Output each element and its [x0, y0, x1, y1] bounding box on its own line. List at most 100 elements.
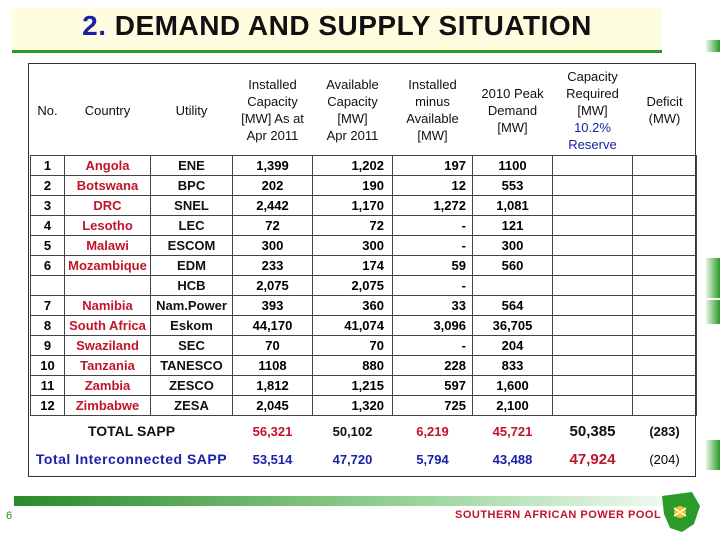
total-sapp-peak: 45,721	[492, 423, 533, 439]
row-country: Namibia	[64, 295, 151, 316]
row-capacity-required	[552, 355, 633, 376]
page-number: 6	[6, 510, 13, 522]
row-peak: 1100	[472, 155, 553, 176]
row-peak: 2,100	[472, 395, 553, 416]
title-number: 2.	[82, 10, 107, 41]
total-sapp-label: TOTAL SAPP	[87, 423, 176, 439]
table-row: 1 Angola ENE 1,399 1,202 197 1100	[30, 155, 697, 176]
row-deficit	[632, 175, 697, 196]
row-country: Swaziland	[64, 335, 151, 356]
table-row: 12 Zimbabwe ZESA 2,045 1,320 725 2,100	[30, 395, 697, 416]
row-peak: 300	[472, 235, 553, 256]
footer-org-name: SOUTHERN AFRICAN POWER POOL	[455, 509, 662, 521]
table-row: 6 Mozambique EDM 233 174 59 560	[30, 255, 697, 276]
row-available: 2,075	[312, 275, 393, 296]
row-available: 300	[312, 235, 393, 256]
row-deficit	[632, 335, 697, 356]
row-inst-minus: 33	[392, 295, 473, 316]
table-row: HCB 2,075 2,075-	[30, 275, 697, 296]
row-utility: ZESA	[150, 395, 233, 416]
total-interconnected-inst-minus: 5,794	[416, 451, 449, 467]
row-utility: TANESCO	[150, 355, 233, 376]
header-country: Country	[84, 102, 131, 118]
total-sapp-installed: 56,321	[252, 423, 293, 439]
row-country: Botswana	[64, 175, 151, 196]
row-no: 1	[30, 155, 65, 176]
row-inst-minus: 228	[392, 355, 473, 376]
title-text: DEMAND AND SUPPLY SITUATION	[114, 10, 592, 41]
row-available: 1,202	[312, 155, 393, 176]
row-utility: Eskom	[150, 315, 233, 336]
row-available: 1,170	[312, 195, 393, 216]
table-row: 7 Namibia Nam.Power 393 360 33 564	[30, 295, 697, 316]
total-interconnected-label: Total Interconnected SAPP	[35, 451, 228, 467]
row-capacity-required	[552, 295, 633, 316]
row-utility: LEC	[150, 215, 233, 236]
row-installed: 300	[232, 235, 313, 256]
header-capacity-required: Capacity Required [MW] 10.2% Reserve	[566, 68, 619, 152]
row-utility: SNEL	[150, 195, 233, 216]
row-installed: 202	[232, 175, 313, 196]
row-country: Tanzania	[64, 355, 151, 376]
total-interconnected-capacity-required: 47,924	[569, 450, 616, 468]
decorative-stripe	[706, 258, 720, 298]
row-peak	[472, 275, 553, 296]
row-country: South Africa	[64, 315, 151, 336]
row-available: 72	[312, 215, 393, 236]
row-no: 4	[30, 215, 65, 236]
row-peak: 121	[472, 215, 553, 236]
row-country: Lesotho	[64, 215, 151, 236]
total-sapp-deficit: (283)	[649, 423, 680, 439]
row-available: 1,320	[312, 395, 393, 416]
row-utility: EDM	[150, 255, 233, 276]
row-inst-minus: 597	[392, 375, 473, 396]
row-utility: HCB	[150, 275, 233, 296]
row-no: 9	[30, 335, 65, 356]
row-inst-minus: 197	[392, 155, 473, 176]
decorative-stripe	[706, 40, 720, 52]
header-utility: Utility	[175, 102, 208, 118]
total-interconnected-row: Total Interconnected SAPP 53,514 47,720 …	[31, 446, 697, 472]
demand-supply-table: No. Country Utility Installed Capacity […	[30, 65, 697, 472]
title-banner: 2. DEMAND AND SUPPLY SITUATION	[12, 8, 662, 53]
row-installed: 233	[232, 255, 313, 276]
row-utility: SEC	[150, 335, 233, 356]
row-capacity-required	[552, 375, 633, 396]
row-no: 10	[30, 355, 65, 376]
row-capacity-required	[552, 235, 633, 256]
row-deficit	[632, 255, 697, 276]
row-inst-minus: 1,272	[392, 195, 473, 216]
row-no: 3	[30, 195, 65, 216]
row-available: 360	[312, 295, 393, 316]
row-capacity-required	[552, 155, 633, 176]
row-inst-minus: 59	[392, 255, 473, 276]
row-capacity-required	[552, 195, 633, 216]
total-sapp-inst-minus: 6,219	[416, 423, 449, 439]
row-available: 41,074	[312, 315, 393, 336]
row-deficit	[632, 295, 697, 316]
row-inst-minus: -	[392, 235, 473, 256]
row-country: Malawi	[64, 235, 151, 256]
row-utility: Nam.Power	[150, 295, 233, 316]
table-header-row: No. Country Utility Installed Capacity […	[31, 65, 697, 156]
row-deficit	[632, 215, 697, 236]
row-available: 880	[312, 355, 393, 376]
row-deficit	[632, 395, 697, 416]
row-utility: ZESCO	[150, 375, 233, 396]
row-installed: 2,045	[232, 395, 313, 416]
row-available: 174	[312, 255, 393, 276]
header-peak-demand: 2010 Peak Demand [MW]	[481, 85, 544, 135]
row-no	[30, 275, 65, 296]
header-no: No.	[37, 102, 58, 118]
footer-rule	[14, 496, 706, 506]
row-inst-minus: 3,096	[392, 315, 473, 336]
header-deficit: Deficit (MW)	[646, 94, 683, 126]
total-sapp-row: TOTAL SAPP 56,321 50,102 6,219 45,721 50…	[31, 416, 697, 447]
row-available: 1,215	[312, 375, 393, 396]
row-installed: 2,075	[232, 275, 313, 296]
table-body: 1 Angola ENE 1,399 1,202 197 1100 2 Botswana BPC 2…	[30, 155, 697, 416]
row-available: 190	[312, 175, 393, 196]
row-country: Zambia	[64, 375, 151, 396]
row-available: 70	[312, 335, 393, 356]
sapp-logo-icon	[662, 492, 700, 532]
